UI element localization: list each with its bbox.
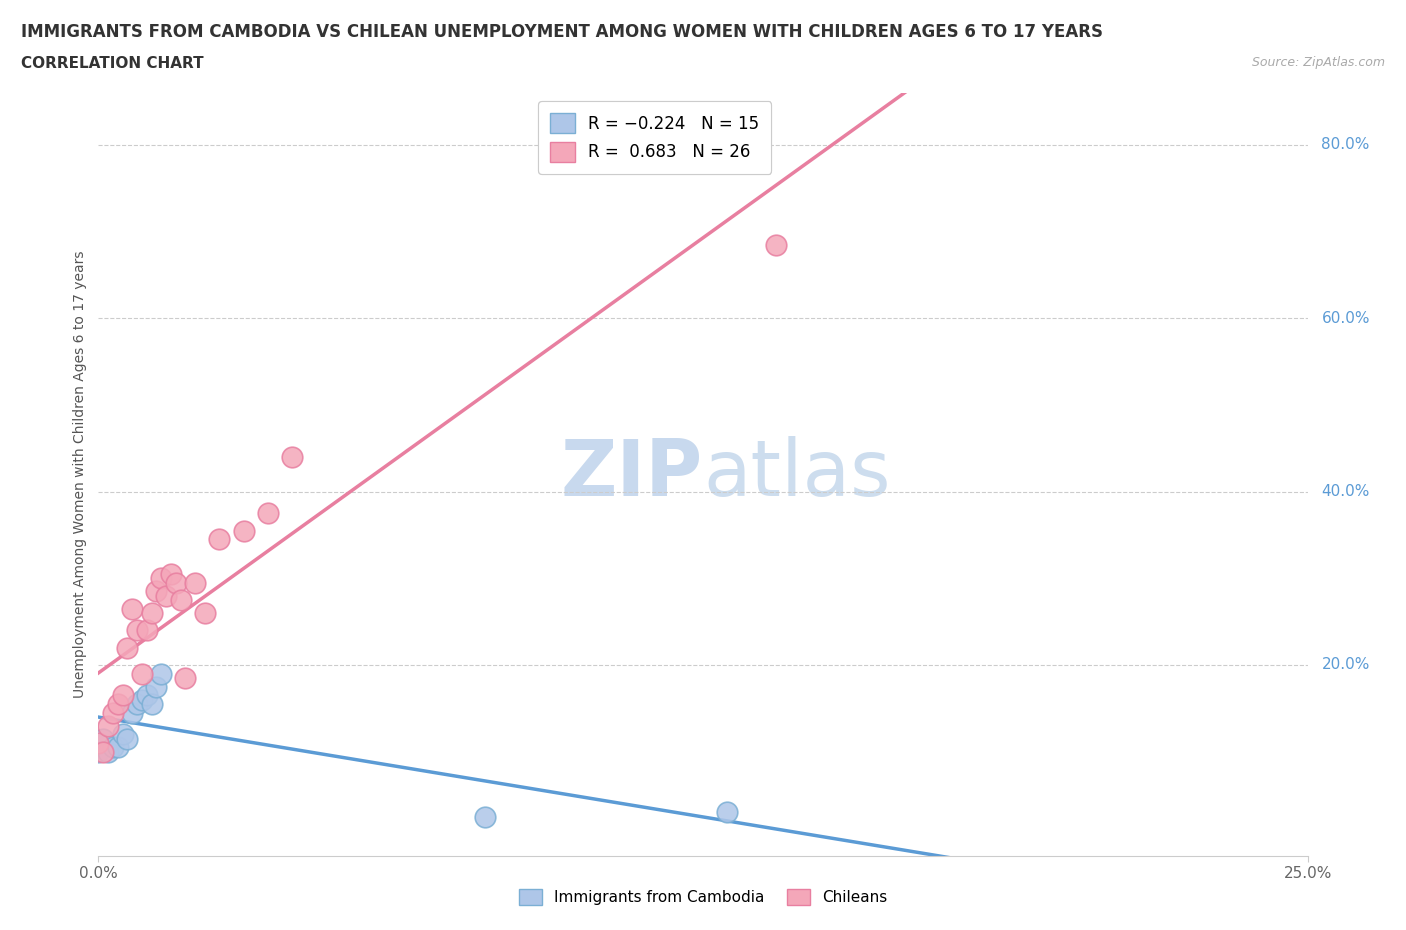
Point <box>150 666 173 681</box>
Point <box>208 532 231 547</box>
Point <box>117 731 139 746</box>
Point <box>91 731 114 746</box>
Point <box>765 237 787 252</box>
Point <box>97 718 120 733</box>
Point <box>160 566 183 581</box>
Point <box>145 679 167 694</box>
Point <box>135 623 157 638</box>
Point <box>121 705 143 720</box>
Text: atlas: atlas <box>703 436 890 512</box>
Text: 40.0%: 40.0% <box>1322 485 1369 499</box>
Point <box>256 506 278 521</box>
Text: 80.0%: 80.0% <box>1322 138 1369 153</box>
Text: 60.0%: 60.0% <box>1322 311 1369 325</box>
Point <box>97 744 120 759</box>
Text: Source: ZipAtlas.com: Source: ZipAtlas.com <box>1251 56 1385 69</box>
Point <box>91 744 114 759</box>
Point <box>184 575 207 590</box>
Point <box>87 744 110 759</box>
Point <box>111 727 134 742</box>
Point <box>101 740 124 755</box>
Point <box>232 524 254 538</box>
Text: 20.0%: 20.0% <box>1322 658 1369 672</box>
Point <box>87 736 110 751</box>
Point <box>107 740 129 755</box>
Point <box>101 705 124 720</box>
Point <box>141 605 163 620</box>
Point <box>121 601 143 616</box>
Text: ZIP: ZIP <box>561 436 703 512</box>
Point <box>107 697 129 711</box>
Point <box>165 575 187 590</box>
Point <box>145 584 167 599</box>
Legend: R = −0.224   N = 15, R =  0.683   N = 26: R = −0.224 N = 15, R = 0.683 N = 26 <box>538 101 770 174</box>
Text: IMMIGRANTS FROM CAMBODIA VS CHILEAN UNEMPLOYMENT AMONG WOMEN WITH CHILDREN AGES : IMMIGRANTS FROM CAMBODIA VS CHILEAN UNEM… <box>21 23 1104 41</box>
Point <box>281 449 304 464</box>
Point <box>127 697 149 711</box>
Point <box>131 666 153 681</box>
Text: CORRELATION CHART: CORRELATION CHART <box>21 56 204 71</box>
Point <box>174 671 197 685</box>
Legend: Immigrants from Cambodia, Chileans: Immigrants from Cambodia, Chileans <box>510 882 896 913</box>
Point <box>169 592 191 607</box>
Point <box>135 688 157 703</box>
Point <box>131 692 153 707</box>
Point <box>141 697 163 711</box>
Point <box>194 605 217 620</box>
Point <box>716 804 738 819</box>
Point <box>111 688 134 703</box>
Point <box>150 571 173 586</box>
Point <box>117 640 139 655</box>
Point <box>474 809 496 824</box>
Point <box>127 623 149 638</box>
Point <box>155 588 177 603</box>
Y-axis label: Unemployment Among Women with Children Ages 6 to 17 years: Unemployment Among Women with Children A… <box>73 250 87 698</box>
